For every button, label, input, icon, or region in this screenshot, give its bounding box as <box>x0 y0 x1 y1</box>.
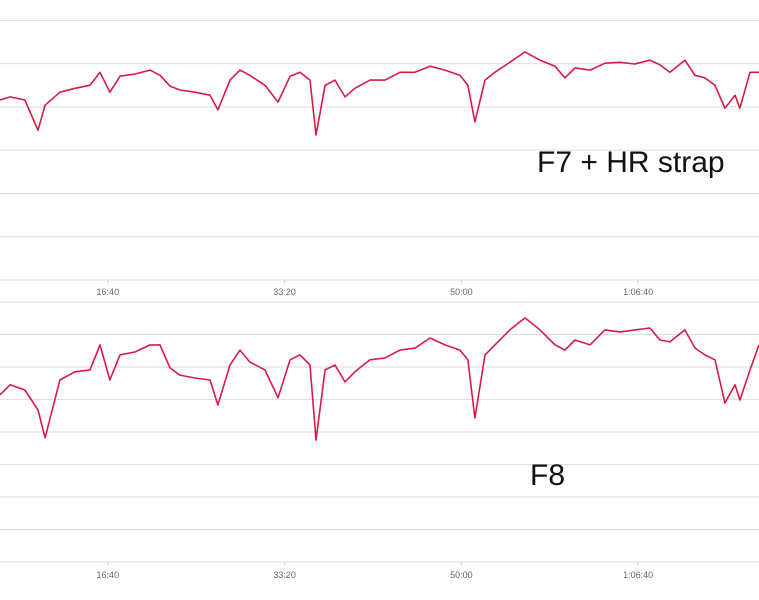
x-tick-label: 33:20 <box>273 287 296 297</box>
x-tick-label: 1:06:40 <box>623 570 653 580</box>
annotation: F7 + HR strap <box>537 146 725 179</box>
hr-line <box>0 317 759 441</box>
x-tick-label: 50:00 <box>450 570 473 580</box>
hr-line <box>0 51 759 136</box>
annotation: F8 <box>530 459 565 492</box>
x-tick-label: 16:40 <box>97 287 120 297</box>
x-tick-label: 33:20 <box>273 570 296 580</box>
x-tick-label: 50:00 <box>450 287 473 297</box>
x-tick-label: 16:40 <box>97 570 120 580</box>
x-tick-label: 1:06:40 <box>623 287 653 297</box>
